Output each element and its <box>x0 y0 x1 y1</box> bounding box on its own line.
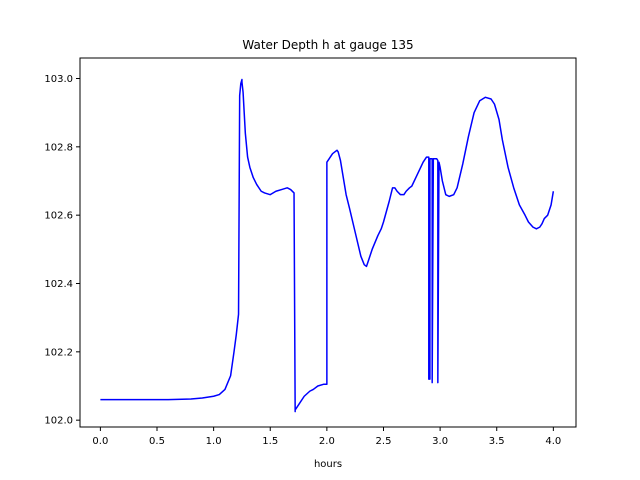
x-tick-label: 0.5 <box>149 436 165 447</box>
y-tick-label: 102.4 <box>44 279 73 290</box>
axes-layer: 0.0 0.5 1.0 1.5 2.0 2.5 3.0 3.5 4.0 102.0 102.2 102… <box>44 57 577 447</box>
series-line-0 <box>100 78 555 413</box>
y-tick-label: 103.0 <box>44 74 73 85</box>
x-tick-label: 4.0 <box>545 436 561 447</box>
x-axis-label: hours <box>314 459 342 470</box>
y-tick-label: 102.2 <box>44 347 73 358</box>
y-tick-label: 102.6 <box>44 211 73 222</box>
plot-data-layer <box>100 78 555 413</box>
x-tick-label: 3.0 <box>432 436 448 447</box>
x-tick-label: 2.0 <box>319 436 335 447</box>
y-tick-label: 102.0 <box>44 416 73 427</box>
x-tick-label: 3.5 <box>489 436 505 447</box>
y-tick-label: 102.8 <box>44 142 73 153</box>
chart-title: Water Depth h at gauge 135 <box>242 38 413 52</box>
x-tick-label: 1.5 <box>262 436 278 447</box>
x-tick-label: 2.5 <box>376 436 392 447</box>
plot-frame <box>79 57 577 428</box>
x-tick-label: 1.0 <box>206 436 222 447</box>
x-tick-label: 0.0 <box>92 436 108 447</box>
